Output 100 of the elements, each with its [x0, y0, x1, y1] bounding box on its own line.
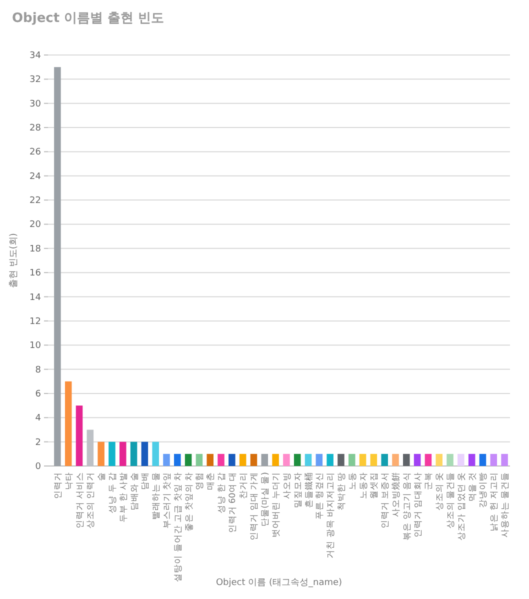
bar: [501, 454, 508, 466]
y-tick-label: 6: [35, 389, 42, 400]
x-tick-label: 담배와 술: [130, 472, 140, 511]
bar: [414, 454, 421, 466]
y-tick-label: 14: [30, 292, 42, 303]
x-tick-label: 흔들鐵桶: [303, 472, 314, 508]
x-tick-label: 영험: [195, 472, 206, 490]
y-tick-label: 12: [30, 316, 41, 327]
y-tick-label: 32: [30, 75, 41, 86]
x-tick-label: 낙타: [64, 472, 74, 490]
x-tick-label: 노동자: [358, 472, 369, 499]
x-tick-label: 상조의 물건들: [446, 472, 456, 529]
bar: [163, 454, 170, 466]
x-tick-label: 군복: [424, 472, 434, 490]
bar: [228, 454, 236, 466]
x-tick-label: 거친 광목 바지저고리: [326, 472, 336, 558]
x-tick-label: 인력거 보증서: [380, 472, 391, 529]
bar: [76, 406, 83, 466]
y-tick-label: 34: [30, 51, 42, 61]
y-tick-label: 8: [35, 365, 42, 376]
x-tick-label: 찬거리: [238, 472, 249, 499]
bar: [458, 454, 464, 466]
x-tick-label: 상조의 옷: [435, 472, 446, 511]
bar: [206, 454, 214, 466]
bar: [392, 454, 399, 466]
bar: [436, 454, 442, 466]
x-tick-label: 푸른 헝겊신: [315, 472, 326, 520]
y-tick-label: 10: [30, 341, 42, 352]
x-tick-label: 담배: [140, 472, 151, 490]
bar: [381, 454, 388, 466]
bar: [479, 454, 486, 466]
bar: [490, 454, 498, 466]
bar: [326, 454, 334, 466]
x-tick-label: 인력거 60여 대: [228, 472, 238, 534]
bar: [283, 454, 290, 466]
bar: [152, 442, 159, 466]
x-tick-label: 인력거 임대 가게: [250, 472, 260, 540]
bar: [294, 454, 301, 466]
x-tick-label: 인력거 임대회사: [413, 472, 424, 538]
bar: [424, 454, 432, 466]
x-tick-label: 강냉이빵: [478, 472, 489, 508]
bar: [403, 454, 410, 466]
x-tick-label: 노동: [348, 472, 358, 490]
bar: [54, 67, 61, 466]
bar: [141, 442, 148, 466]
x-tick-label: 척박한 땅: [336, 472, 347, 511]
bar: [338, 454, 344, 466]
bar: [348, 454, 356, 466]
x-tick-label: 사오빙: [282, 472, 292, 499]
bar: [174, 454, 181, 466]
bar: [304, 454, 312, 466]
x-tick-label: 부스러기 찻잎: [162, 472, 172, 529]
bar: [130, 442, 138, 466]
x-tick-label: 사오빙燒餠: [390, 472, 402, 517]
bar: [446, 454, 454, 466]
bar: [184, 454, 192, 466]
x-tick-label: 월셋집: [370, 472, 380, 499]
y-tick-label: 20: [30, 220, 42, 230]
x-tick-label: 단물(마실 물): [260, 472, 271, 526]
y-tick-label: 26: [30, 148, 42, 158]
y-axis-title: 출현 빈도(회): [9, 233, 19, 288]
bar: [359, 454, 366, 466]
y-tick-label: 22: [30, 196, 41, 206]
x-tick-label: 술: [97, 472, 108, 481]
bar: [250, 454, 258, 466]
bar: [316, 454, 323, 466]
x-tick-label: 두부 한 사발: [118, 472, 129, 522]
x-tick-label: 설탕이 들어간 고급 찻잎 차: [173, 472, 184, 582]
y-tick-label: 4: [35, 414, 42, 424]
y-tick-label: 2: [35, 438, 41, 448]
x-tick-label: 사용하는 물건들: [500, 472, 511, 538]
y-tick-label: 30: [30, 99, 42, 110]
bar: [120, 442, 126, 466]
bar: [239, 454, 246, 466]
bar: [196, 454, 203, 466]
x-tick-label: 빨래하는 물: [152, 472, 162, 520]
bar: [64, 381, 72, 466]
bar: [468, 454, 476, 466]
x-tick-label: 인력거: [53, 472, 64, 499]
x-axis-title: Object 이름 (태그속성_name): [216, 578, 342, 588]
x-tick-label: 먹을 것: [468, 472, 478, 502]
bar: [108, 442, 116, 466]
bar: [98, 442, 104, 466]
x-tick-label: 인력거 서비스: [75, 472, 86, 529]
bar: [370, 454, 378, 466]
x-tick-label: 성냥 한 갑: [217, 472, 228, 514]
x-tick-label: 낡은 헌 저고리: [490, 472, 500, 532]
y-tick-label: 16: [30, 268, 42, 279]
x-tick-label: 성냥 두 갑: [108, 472, 118, 514]
x-tick-label: 밀짚모자: [293, 472, 304, 508]
x-tick-label: 상조가 입었던 옷: [456, 472, 467, 540]
bar: [261, 454, 268, 466]
y-tick-label: 0: [35, 462, 42, 472]
x-tick-label: 좋은 찻잎의 차: [184, 472, 194, 532]
bar: [272, 454, 279, 466]
bar: [218, 454, 224, 466]
x-tick-label: 상조의 인력거: [86, 472, 96, 529]
y-tick-label: 24: [30, 172, 42, 182]
x-tick-label: 매춘: [206, 472, 216, 490]
x-tick-label: 벗어버린 누더기: [272, 472, 282, 538]
